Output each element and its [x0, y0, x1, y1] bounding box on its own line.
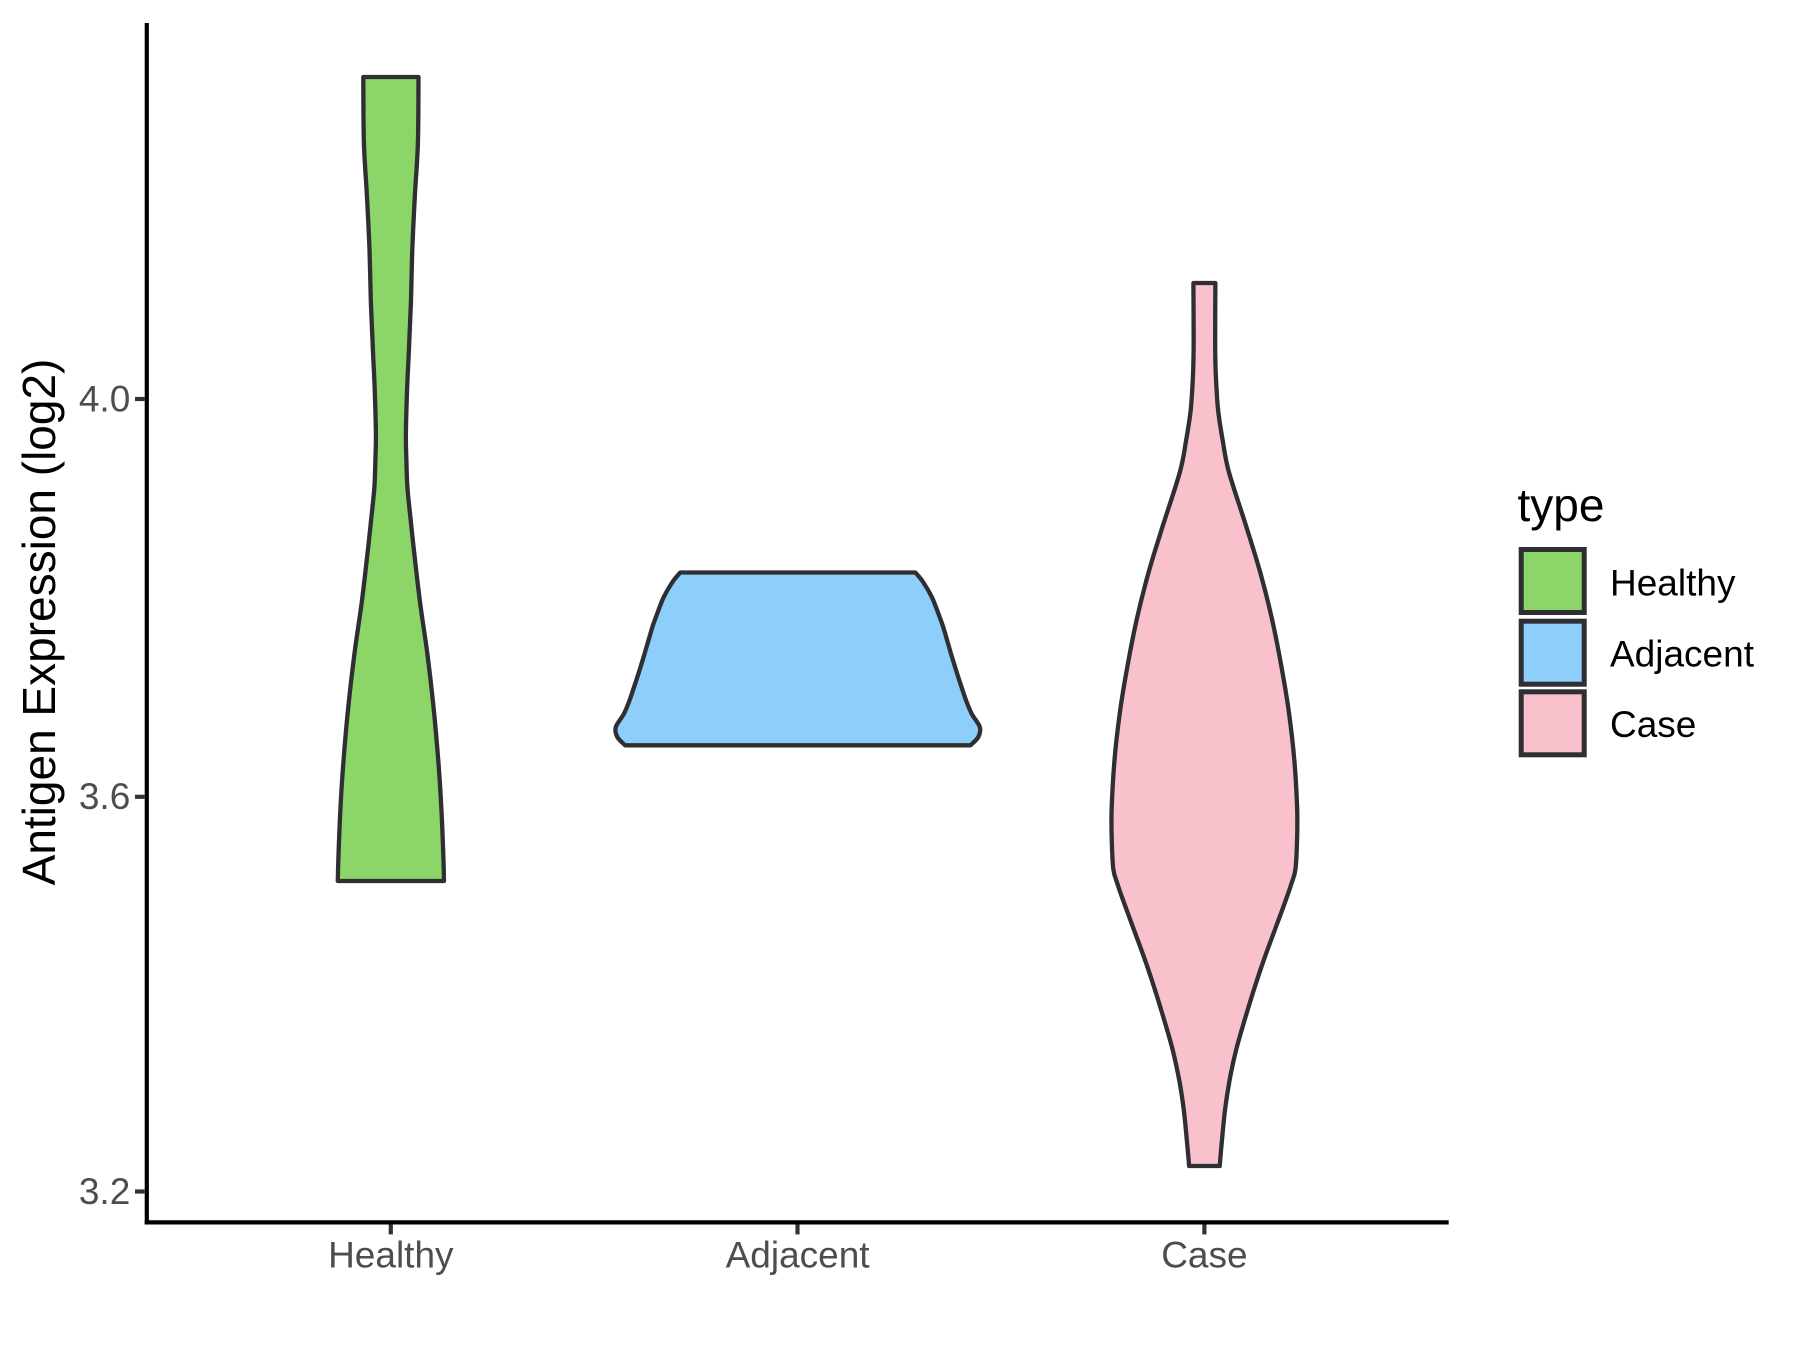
svg-text:Healthy: Healthy [1610, 563, 1736, 604]
svg-text:Healthy: Healthy [328, 1235, 454, 1276]
svg-text:3.2: 3.2 [79, 1171, 130, 1212]
svg-text:Adjacent: Adjacent [726, 1235, 871, 1276]
svg-text:type: type [1518, 479, 1605, 531]
svg-text:Adjacent: Adjacent [1610, 633, 1755, 674]
svg-text:4.0: 4.0 [79, 378, 130, 419]
svg-text:3.6: 3.6 [79, 776, 130, 817]
svg-text:Antigen Expression (log2): Antigen Expression (log2) [13, 359, 65, 886]
svg-text:Case: Case [1610, 704, 1696, 745]
svg-text:Case: Case [1161, 1235, 1247, 1276]
